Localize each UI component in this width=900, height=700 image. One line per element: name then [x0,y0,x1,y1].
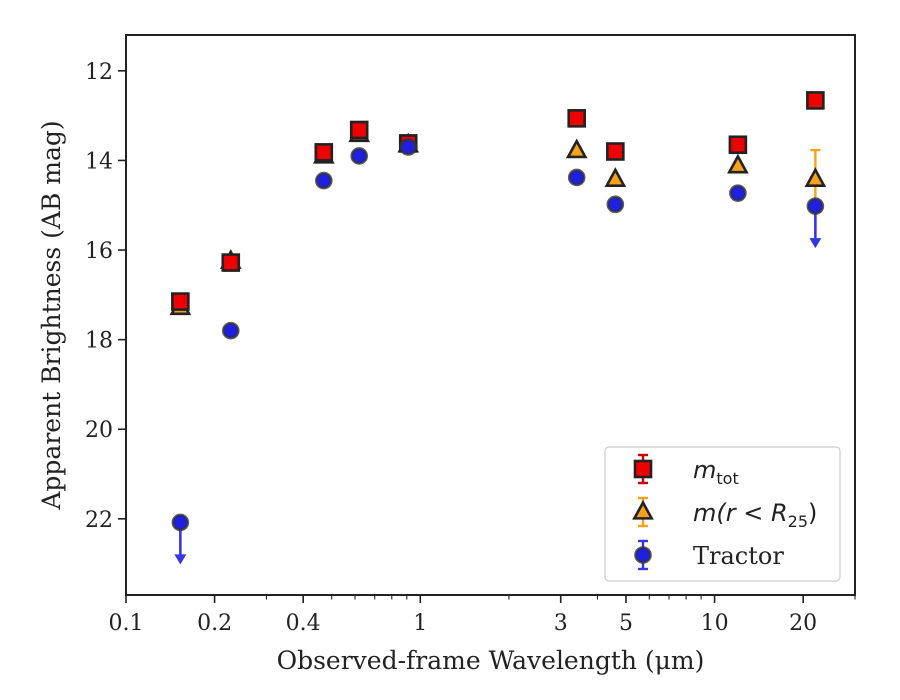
legend-entry: Tractor [634,539,784,571]
legend-label: mtot [693,456,739,488]
circle-marker [634,546,652,564]
axes-frame [125,34,856,596]
data-point [221,321,240,340]
data-point [727,153,749,174]
data-point [399,138,418,156]
x-tick-label: 0.2 [197,611,232,636]
legend-entry: mtot [633,453,739,488]
data-point [606,142,625,161]
triangle-marker [804,167,827,187]
x-tick-label: 0.4 [286,611,321,636]
data-point [221,253,241,272]
data-point [314,171,333,190]
triangle-marker [604,167,627,187]
data-point [350,147,368,165]
data-point [567,109,587,128]
circle-marker [729,184,747,202]
data-point [606,195,625,214]
data-point [171,292,190,311]
triangle-marker [727,153,749,174]
triangle-marker [565,138,588,159]
legend-label: Tractor [693,542,784,570]
square-marker [806,91,825,110]
x-tick-label: 1 [413,611,427,636]
circle-marker [567,168,586,187]
square-marker [349,120,369,140]
data-layer [169,91,827,565]
x-tick-label: 10 [701,611,729,636]
y-tick-label: 20 [85,418,113,443]
x-tick-label: 20 [789,611,817,636]
x-tick-label: 3 [554,611,568,636]
x-axis-label: Observed-frame Wavelength (μm) [277,646,705,675]
square-marker [606,142,625,161]
square-marker [221,253,241,272]
data-point [565,138,588,159]
x-tick-label: 5 [619,611,633,636]
legend-frame [604,446,841,582]
square-marker [633,459,653,479]
legend: mtot m(r < R25) Tractor [604,446,841,582]
data-point [728,135,748,155]
x-tick-label: 0.1 [109,611,144,636]
circle-marker [399,138,418,156]
triangle-marker [632,499,654,520]
y-tick-label: 22 [85,508,113,533]
y-tick-label: 18 [85,329,113,354]
circle-marker [221,321,240,340]
data-point [349,120,369,140]
legend-label: m(r < R25) [693,499,817,531]
data-point [314,143,334,162]
y-axis-label: Apparent Brightness (AB mag) [37,120,66,510]
data-point [806,91,825,110]
upper-limit-arrow [809,238,822,249]
data-point [729,184,747,202]
y-tick-label: 12 [85,60,113,85]
data-point [567,168,586,187]
data-point [604,167,627,187]
square-marker [314,143,334,162]
y-tick-label: 14 [85,149,113,174]
y-tick-label: 16 [85,239,113,264]
circle-marker [606,195,625,214]
circle-marker [314,171,333,190]
data-point [171,513,190,565]
circle-marker [806,197,825,215]
ticks-layer: 0.1 0.2 0.4 1 3 5 10 20 12 14 16 18 20 22 [85,60,856,636]
square-marker [728,135,748,155]
square-marker [567,109,587,128]
legend-entry: m(r < R25) [632,496,817,531]
circle-marker [350,147,368,165]
circle-marker [171,513,190,532]
square-marker [171,292,190,311]
data-point [806,197,825,249]
upper-limit-arrow [174,554,187,565]
